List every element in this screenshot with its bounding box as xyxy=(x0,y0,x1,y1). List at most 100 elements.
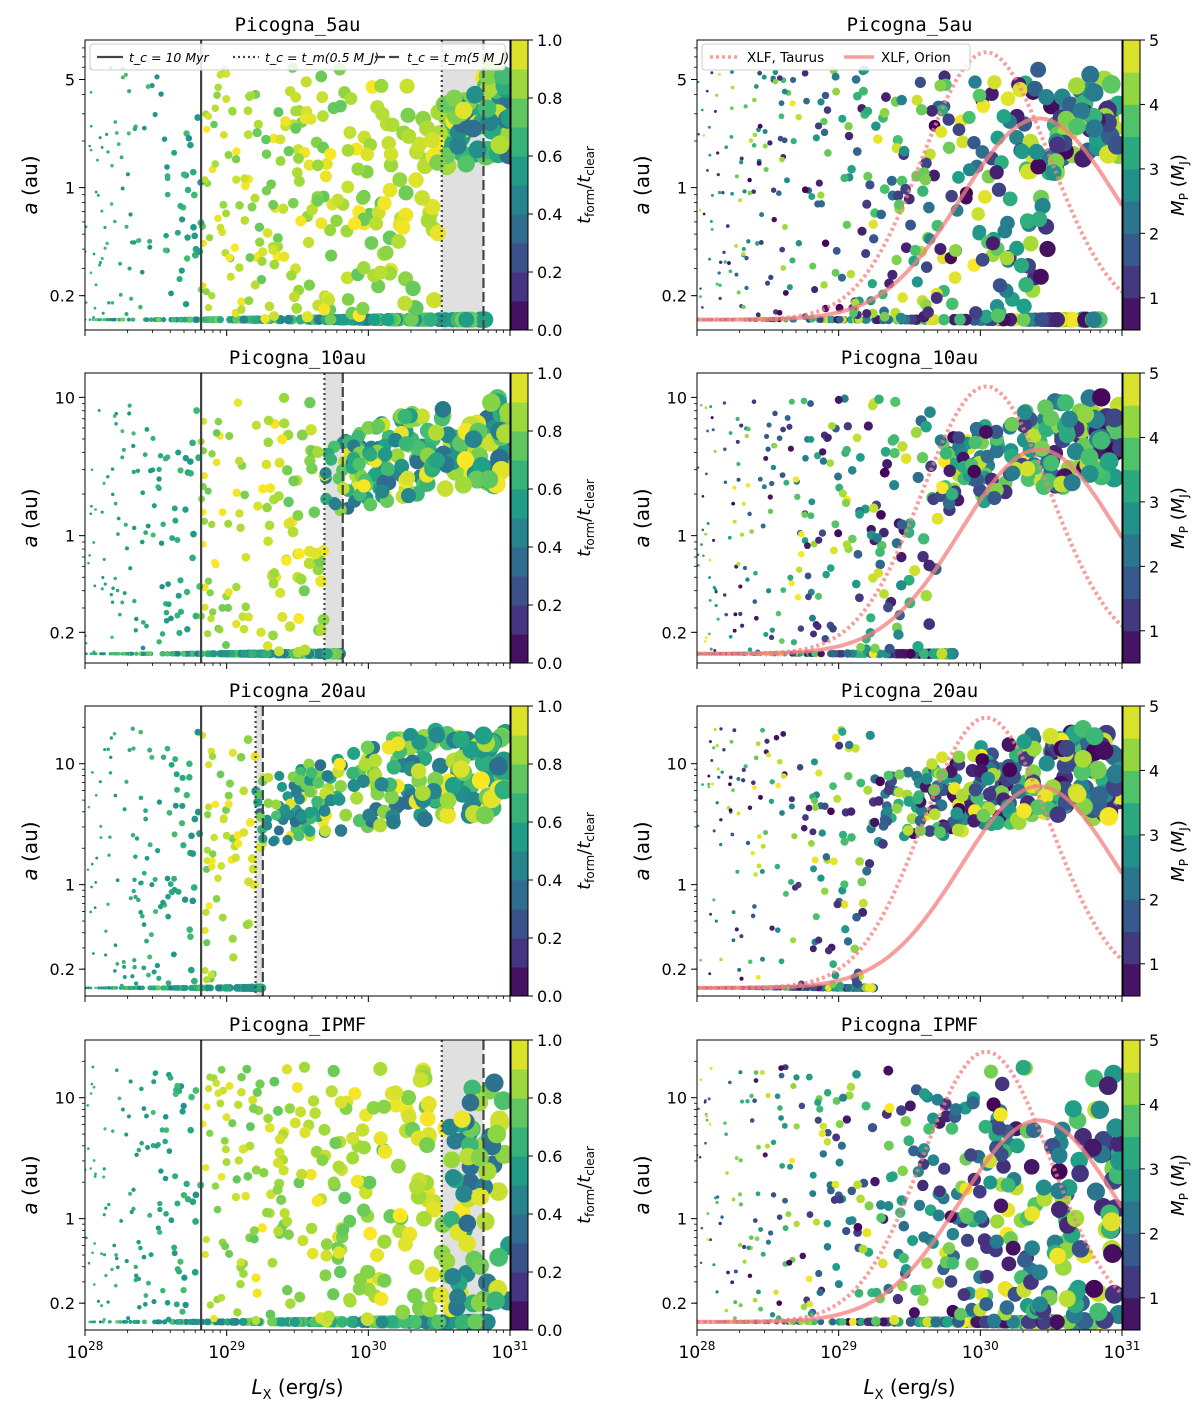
scatter-point xyxy=(712,746,716,750)
scatter-point xyxy=(763,433,770,440)
scatter-point xyxy=(948,271,962,284)
scatter-point xyxy=(142,1301,148,1307)
scatter-point xyxy=(962,163,977,177)
scatter-point xyxy=(204,984,212,992)
scatter-point xyxy=(147,954,153,960)
scatter-point xyxy=(184,186,192,194)
scatter-point xyxy=(735,439,740,444)
scatter-point xyxy=(398,436,414,452)
scatter-point xyxy=(847,833,856,842)
scatter-point xyxy=(1110,1133,1122,1153)
scatter-point xyxy=(933,826,946,839)
scatter-point xyxy=(1000,799,1016,814)
scatter-point xyxy=(180,171,188,178)
scatter-point xyxy=(211,160,220,168)
scatter-point xyxy=(319,1269,332,1282)
scatter-point xyxy=(385,117,400,133)
scatter-point xyxy=(150,532,156,538)
y-tick-label: 10 xyxy=(55,755,75,774)
scatter-point xyxy=(734,927,739,932)
scatter-point xyxy=(709,405,713,409)
scatter-point xyxy=(470,1293,489,1312)
scatter-point xyxy=(870,643,880,654)
scatter-point xyxy=(135,1319,141,1325)
colorbar-segment xyxy=(1123,598,1140,632)
scatter-point xyxy=(203,846,211,854)
scatter-point xyxy=(91,1251,94,1255)
scatter-point xyxy=(405,280,421,297)
colorbar-frame xyxy=(1122,39,1141,331)
scatter-point xyxy=(851,579,861,589)
scatter-point xyxy=(194,114,202,122)
scatter-point xyxy=(847,1186,857,1196)
scatter-point xyxy=(875,559,886,570)
scatter-point xyxy=(261,459,272,470)
scatter-point xyxy=(100,209,104,213)
scatter-point xyxy=(204,630,212,638)
scatter-point xyxy=(182,1301,189,1309)
scatter-point xyxy=(795,240,803,247)
scatter-point xyxy=(177,202,184,210)
scatter-point xyxy=(367,313,381,326)
scatter-point xyxy=(159,631,166,637)
scatter-point xyxy=(137,985,142,991)
scatter-point xyxy=(886,175,897,186)
scatter-point xyxy=(204,304,213,312)
scatter-point xyxy=(421,1301,438,1318)
scatter-point xyxy=(122,807,127,812)
scatter-point xyxy=(267,1316,277,1327)
scatter-point xyxy=(222,69,231,78)
scatter-point xyxy=(134,1273,139,1278)
scatter-point xyxy=(945,487,959,501)
scatter-point xyxy=(364,236,379,250)
scatter-point xyxy=(308,506,321,518)
scatter-point xyxy=(357,261,371,275)
legend-label-orion: XLF, Orion xyxy=(881,50,951,66)
scatter-point xyxy=(180,842,187,849)
scatter-point xyxy=(275,587,286,599)
scatter-point xyxy=(102,481,106,485)
scatter-point xyxy=(735,417,740,422)
scatter-point xyxy=(709,912,713,916)
scatter-point xyxy=(832,246,841,255)
panel-title: Picogna_5au xyxy=(847,14,973,36)
scatter-point xyxy=(202,1235,210,1244)
scatter-point xyxy=(715,282,719,286)
scatter-point xyxy=(727,261,731,265)
colorbar-segment xyxy=(1123,201,1140,234)
scatter-point xyxy=(831,268,840,277)
scatter-point xyxy=(345,1315,358,1328)
scatter-point xyxy=(770,187,777,193)
scatter-point xyxy=(381,313,395,327)
scatter-point xyxy=(174,536,181,544)
scatter-point xyxy=(808,614,816,622)
scatter-point xyxy=(707,632,711,636)
scatter-point xyxy=(362,1282,376,1297)
scatter-point xyxy=(713,649,717,653)
scatter-point xyxy=(1064,311,1081,328)
scatter-point xyxy=(790,937,797,944)
colorbar-segment xyxy=(511,1272,528,1302)
scatter-point xyxy=(779,472,786,478)
scatter-point xyxy=(707,785,711,789)
scatter-point xyxy=(395,1304,411,1320)
scatter-point xyxy=(228,106,237,116)
scatter-point xyxy=(743,764,748,769)
scatter-point xyxy=(99,986,103,990)
scatter-point xyxy=(166,1148,173,1155)
scatter-point xyxy=(924,148,936,161)
scatter-point xyxy=(827,807,835,816)
scatter-point xyxy=(163,617,170,624)
scatter-point xyxy=(203,650,211,658)
panel-title: Picogna_20au xyxy=(229,680,366,702)
scatter-point xyxy=(332,1246,346,1259)
scatter-point xyxy=(225,779,235,788)
y-tick-label: 10 xyxy=(667,388,687,407)
scatter-point xyxy=(276,1194,287,1205)
scatter-point xyxy=(819,1122,828,1130)
scatter-point xyxy=(190,884,198,891)
scatter-point xyxy=(135,468,141,474)
scatter-point xyxy=(217,862,226,870)
scatter-point xyxy=(240,216,250,225)
scatter-point xyxy=(482,393,501,412)
